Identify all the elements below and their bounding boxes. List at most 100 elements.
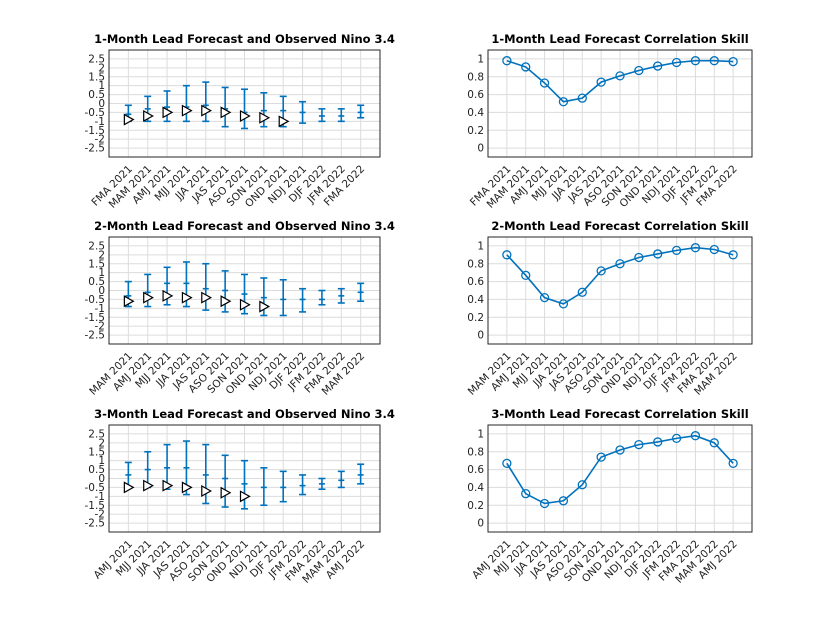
error-bar <box>144 273 152 308</box>
error-bar <box>299 474 307 496</box>
y-tick-label: 1.5 <box>88 258 105 270</box>
observed-marker <box>123 481 135 494</box>
skill-point <box>671 57 682 68</box>
observed-marker <box>162 289 174 302</box>
observed-marker <box>239 298 251 311</box>
observed-marker <box>181 104 193 117</box>
plot-frame <box>487 49 753 158</box>
chart-panel: 2-Month Lead Forecast Correlation Skill 0… <box>466 219 753 398</box>
y-tick-label: 0.2 <box>467 500 484 512</box>
y-tick-label: 0.2 <box>467 312 484 324</box>
skill-point <box>577 287 587 297</box>
error-bar <box>241 459 248 510</box>
y-tick-label: 0.2 <box>467 125 484 137</box>
y-tick-label: 2 <box>98 62 105 74</box>
y-tick-label: 0.8 <box>467 446 484 458</box>
skill-point <box>728 458 738 468</box>
y-tick-label: 0 <box>98 98 105 110</box>
observed-marker <box>201 291 213 304</box>
skill-point <box>671 245 682 256</box>
skill-point <box>577 480 587 490</box>
y-tick-label: 1 <box>477 428 484 440</box>
chart-panel: 1-Month Lead Forecast Correlation Skill 0… <box>467 32 753 211</box>
y-tick-label: 1 <box>98 455 105 467</box>
error-bar <box>221 270 229 313</box>
y-tick-label: 2.5 <box>88 428 105 440</box>
skill-point <box>634 439 644 450</box>
skill-point <box>634 65 644 76</box>
chart-panel: 3-Month Lead Forecast and Observed Nino … <box>85 407 395 586</box>
observed-marker <box>143 291 154 304</box>
y-tick-label: -1.5 <box>85 312 106 324</box>
observed-marker <box>143 479 154 492</box>
chart-title: 1-Month Lead Forecast and Observed Nino … <box>94 32 395 46</box>
observed-marker <box>162 479 174 492</box>
error-bar <box>202 262 210 311</box>
skill-point <box>521 489 531 499</box>
error-bar <box>357 104 365 119</box>
y-tick-label: 1 <box>477 53 484 65</box>
y-tick-label: -2.5 <box>85 330 106 342</box>
y-tick-label: -2.5 <box>85 518 106 530</box>
y-tick-label: 0.8 <box>467 258 484 270</box>
skill-point <box>653 61 663 71</box>
y-tick-label: 0.6 <box>467 464 484 476</box>
y-tick-label: 0 <box>98 473 105 485</box>
observed-marker <box>123 295 135 308</box>
y-tick-label: -0.5 <box>85 107 106 119</box>
skill-point <box>690 56 701 66</box>
observed-marker <box>181 481 193 494</box>
observed-marker <box>259 111 271 124</box>
chart-panel: 3-Month Lead Forecast Correlation Skill 0… <box>467 407 753 586</box>
y-tick-label: -1 <box>95 116 105 128</box>
skill-line <box>506 434 734 505</box>
y-tick-label: -2.5 <box>85 143 106 155</box>
error-bar <box>279 470 287 503</box>
skill-point <box>521 62 531 72</box>
observed-marker <box>220 486 232 499</box>
error-bar <box>221 454 229 508</box>
skill-point <box>558 299 569 309</box>
plot-frame <box>487 236 753 345</box>
plot-frame <box>108 424 381 533</box>
error-bar <box>241 88 248 130</box>
skill-line <box>506 246 734 305</box>
observed-marker <box>239 109 251 123</box>
observed-marker <box>220 106 232 119</box>
error-bar <box>163 90 171 123</box>
y-tick-label: -1.5 <box>85 125 106 137</box>
y-tick-label: 0 <box>477 518 484 530</box>
y-tick-label: 2 <box>98 437 105 449</box>
skill-point <box>502 458 512 468</box>
observed-marker <box>181 291 193 304</box>
observed-marker <box>123 113 135 126</box>
skill-point <box>558 97 569 107</box>
y-tick-label: 0.5 <box>88 89 105 101</box>
error-bar <box>124 280 132 308</box>
skill-point <box>596 452 606 462</box>
skill-point <box>615 71 625 81</box>
y-tick-label: 2.5 <box>88 240 105 252</box>
y-tick-label: 0 <box>98 285 105 297</box>
y-tick-label: 1.5 <box>88 71 105 83</box>
error-bar <box>318 289 326 306</box>
error-bar <box>318 108 326 123</box>
error-bar <box>279 278 287 317</box>
observed-marker <box>278 115 290 128</box>
skill-point <box>577 93 587 103</box>
observed-marker <box>239 490 251 503</box>
skill-point <box>502 250 512 260</box>
error-bar <box>318 477 326 491</box>
skill-point <box>521 270 531 280</box>
skill-point <box>539 78 550 88</box>
skill-point <box>539 292 550 303</box>
skill-point <box>690 431 701 441</box>
error-bar <box>337 287 345 304</box>
y-tick-label: 1.5 <box>88 446 105 458</box>
observed-marker <box>162 106 174 119</box>
error-bar <box>260 466 268 507</box>
y-tick-label: -0.5 <box>85 294 106 306</box>
chart-title: 2-Month Lead Forecast Correlation Skill <box>491 219 748 233</box>
error-bar <box>299 287 307 313</box>
